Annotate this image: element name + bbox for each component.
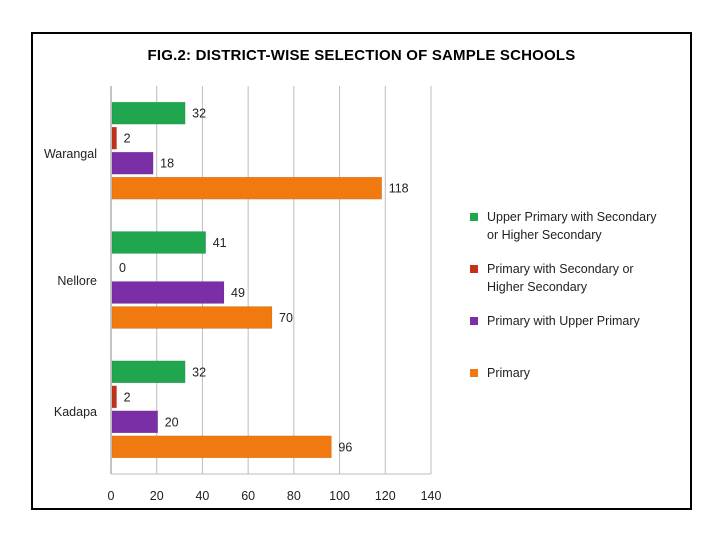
legend-item-primary: Primary [470,364,690,382]
bar [111,126,117,150]
legend-swatch-red [470,265,478,273]
data-label: 18 [160,157,174,171]
legend-item-primary-secondary: Primary with Secondary or Higher Seconda… [470,260,690,296]
data-label: 32 [192,107,206,121]
data-label: 41 [213,236,227,250]
legend-item-upper-primary-secondary: Upper Primary with Secondary or Higher S… [470,208,690,244]
bar [111,151,154,175]
x-tick-label: 0 [108,489,115,503]
bar [111,231,206,254]
legend-swatch-orange [470,369,478,377]
data-label: 118 [389,182,409,196]
bar [111,281,225,304]
bar [111,435,332,459]
legend-label: Primary with Upper Primary [487,314,640,328]
legend-swatch-green [470,213,478,221]
x-tick-label: 100 [329,489,350,503]
legend-label: Upper Primary with Secondary or Higher S… [487,210,657,242]
x-tick-label: 60 [241,489,255,503]
x-tick-label: 40 [195,489,209,503]
x-tick-label: 20 [150,489,164,503]
category-label-warangal: Warangal [43,147,97,161]
category-label-nellore: Nellore [57,274,97,288]
bar [111,101,186,125]
bar [111,306,273,329]
legend-label: Primary [487,366,531,380]
bar [111,410,158,434]
data-label: 49 [231,286,245,300]
bar [111,176,382,200]
chart-title: FIG.2: DISTRICT-WISE SELECTION OF SAMPLE… [147,47,576,64]
x-tick-label: 80 [287,489,301,503]
bar [111,360,186,384]
legend-item-primary-upper-primary: Primary with Upper Primary [470,312,690,330]
category-label-kadapa: Kadapa [53,405,97,419]
x-tick-label: 140 [421,489,442,503]
plot-area [111,86,431,474]
x-tick-label: 120 [375,489,396,503]
data-label: 2 [124,132,131,146]
legend-label: Primary with Secondary or Higher Seconda… [487,262,634,294]
legend-swatch-purple [470,317,478,325]
data-label: 96 [338,440,352,454]
data-label: 0 [119,261,126,275]
data-label: 70 [279,311,293,325]
data-label: 32 [192,365,206,379]
data-label: 2 [124,390,131,404]
data-label: 20 [165,415,179,429]
bar [111,385,117,409]
